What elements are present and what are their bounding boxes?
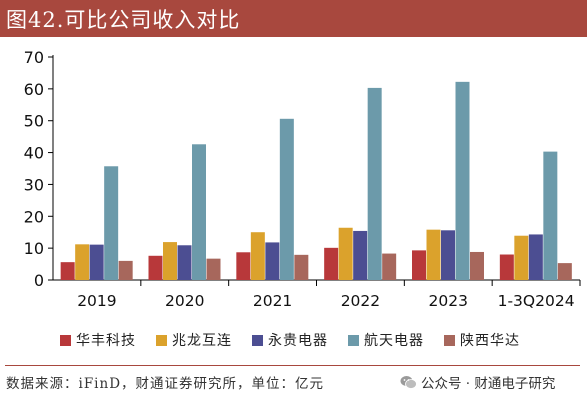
source-note: 数据来源：iFinD，财通证券研究所，单位：亿元 [6, 376, 325, 392]
bar-航天电器-2020 [192, 144, 206, 280]
watermark: 公众号 · 财通电子研究 [400, 372, 555, 392]
bar-华丰科技-1-3Q2024 [499, 254, 514, 280]
bar-航天电器-2022 [367, 87, 382, 280]
y-tick-label: 20 [24, 207, 44, 226]
x-tick-label: 2022 [341, 292, 380, 310]
legend-item: 兆龙互连 [156, 330, 232, 350]
y-tick-label: 40 [24, 144, 44, 163]
x-tick-label: 2023 [429, 292, 468, 310]
y-tick-label: 50 [24, 112, 44, 131]
bar-兆龙互连-2019 [75, 244, 90, 280]
wechat-icon [400, 375, 417, 390]
bar-永贵电器-2019 [89, 244, 104, 280]
bar-航天电器-2021 [279, 118, 294, 280]
x-tick-label: 2019 [77, 292, 116, 310]
y-tick-label: 70 [24, 48, 44, 67]
bar-航天电器-1-3Q2024 [543, 151, 558, 280]
bar-陕西华达-1-3Q2024 [557, 263, 572, 280]
legend-label: 陕西华达 [460, 333, 520, 349]
legend-swatch [156, 334, 167, 346]
bar-永贵电器-2021 [265, 242, 280, 280]
y-tick-label: 30 [24, 175, 44, 194]
legend-swatch [444, 334, 455, 346]
chart-title-bar: 图42.可比公司收入对比 [0, 0, 587, 37]
bar-陕西华达-2019 [118, 260, 133, 280]
legend-label: 永贵电器 [268, 333, 328, 349]
legend-label: 兆龙互连 [172, 333, 232, 349]
legend-swatch [60, 334, 71, 346]
bar-陕西华达-2020 [206, 258, 221, 280]
bar-永贵电器-1-3Q2024 [528, 234, 543, 280]
bar-华丰科技-2022 [324, 247, 339, 280]
bar-chart: 0 10 20 30 40 50 60 70 2019 2020 2021 2022 2023 1-3Q2… [24, 48, 581, 310]
x-tick-label: 1-3Q2024 [498, 292, 575, 310]
x-tick-label: 2021 [253, 292, 292, 310]
legend-item: 华丰科技 [60, 330, 136, 350]
legend-item: 航天电器 [348, 330, 424, 350]
y-tick-label: 10 [24, 239, 44, 258]
bar-兆龙互连-2020 [163, 242, 177, 280]
footer-divider [5, 365, 580, 366]
bar-兆龙互连-2022 [338, 227, 353, 280]
bar-永贵电器-2022 [353, 230, 368, 280]
legend-label: 华丰科技 [76, 333, 136, 349]
legend-swatch [348, 334, 359, 346]
bar-航天电器-2019 [104, 166, 119, 280]
bar-陕西华达-2022 [382, 253, 397, 280]
legend-swatch [252, 334, 263, 346]
legend-label: 航天电器 [364, 333, 424, 349]
bar-航天电器-2023 [455, 81, 470, 280]
x-tick-label: 2020 [165, 292, 204, 310]
y-tick-label: 60 [24, 80, 44, 99]
bar-兆龙互连-2023 [426, 229, 441, 280]
bar-华丰科技-2023 [412, 250, 426, 280]
chart-legend: 华丰科技 兆龙互连 永贵电器 航天电器 陕西华达 [60, 329, 587, 351]
watermark-text: 公众号 · 财通电子研究 [421, 376, 556, 392]
bar-兆龙互连-2021 [250, 232, 265, 280]
bar-兆龙互连-1-3Q2024 [514, 235, 529, 280]
chart-title: 图42.可比公司收入对比 [6, 7, 241, 32]
bar-永贵电器-2023 [441, 230, 455, 280]
bar-华丰科技-2019 [60, 262, 75, 280]
bar-永贵电器-2020 [177, 245, 192, 280]
bar-陕西华达-2021 [294, 254, 309, 280]
bar-陕西华达-2023 [470, 251, 484, 280]
y-tick-label: 0 [34, 271, 44, 290]
legend-item: 永贵电器 [252, 330, 328, 350]
bar-华丰科技-2021 [236, 252, 251, 280]
bar-华丰科技-2020 [148, 255, 163, 280]
legend-item: 陕西华达 [444, 330, 520, 350]
